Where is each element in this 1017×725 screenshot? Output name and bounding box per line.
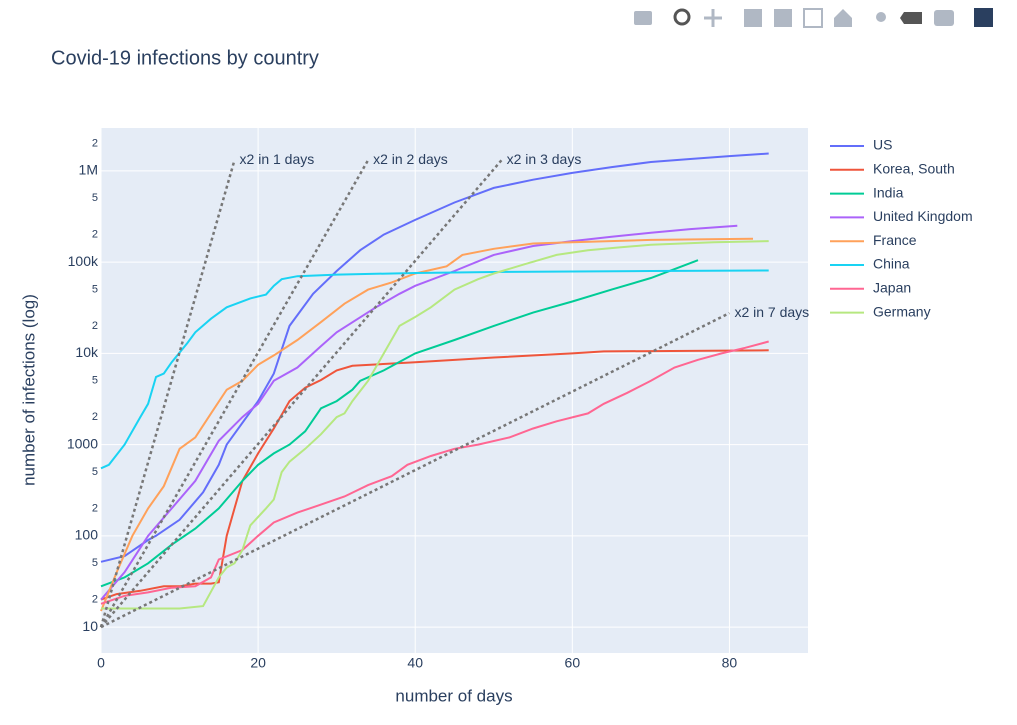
zoom-button[interactable] (673, 8, 691, 26)
y-tick-label: 5 (92, 192, 98, 204)
y-tick-label: 100k (68, 253, 99, 269)
legend-label: Korea, South (873, 161, 955, 177)
y-tick-label: 5 (92, 375, 98, 387)
camera-button[interactable] (634, 11, 652, 25)
y-tick-label: 1M (79, 162, 98, 178)
legend-label: Germany (873, 303, 931, 319)
series-line (100, 269, 769, 470)
grid (100, 128, 808, 653)
y-tick-label: 1000 (67, 435, 98, 451)
series-line (100, 349, 769, 601)
y-tick-label: 5 (92, 283, 98, 295)
spike-button[interactable] (876, 12, 886, 22)
legend-label: US (873, 137, 892, 153)
plot-area (101, 128, 808, 653)
x-axis-title: number of days (395, 686, 512, 705)
y-axis-title: number of infections (log) (19, 294, 38, 486)
chart-title: Covid-19 infections by country (51, 47, 319, 69)
series-line (100, 259, 699, 588)
series-line (99, 159, 236, 628)
series-line (100, 237, 754, 612)
legend-label: Japan (873, 280, 911, 296)
y-tick-label: 5 (92, 466, 98, 478)
autoscale-button[interactable] (803, 8, 823, 28)
y-tick-label: 2 (92, 320, 98, 332)
hover-compare-button[interactable] (934, 10, 954, 26)
legend-label: United Kingdom (873, 208, 973, 224)
x-tick-label: 20 (250, 655, 266, 671)
line-annotation: x2 in 3 days (507, 151, 582, 167)
legend-label: China (873, 256, 910, 272)
line-annotation: x2 in 2 days (373, 151, 448, 167)
y-tick-label: 2 (92, 229, 98, 241)
x-tick-label: 40 (407, 655, 423, 671)
y-tick-label: 10k (75, 344, 99, 360)
series-line (100, 340, 769, 605)
series-line (100, 152, 769, 563)
legend-label: India (873, 184, 904, 200)
x-tick-label: 60 (565, 655, 581, 671)
y-tick-label: 2 (92, 502, 98, 514)
line-annotation: x2 in 1 days (240, 151, 315, 167)
zoom-in-button[interactable] (744, 9, 762, 27)
plotly-logo[interactable] (974, 8, 993, 27)
modebar (634, 8, 993, 28)
x-tick-label: 80 (722, 655, 738, 671)
y-tick-label: 2 (92, 411, 98, 423)
y-tick-label: 10 (82, 618, 98, 634)
series-line (101, 240, 769, 610)
series-line (100, 224, 738, 601)
y-tick-label: 100 (75, 527, 99, 543)
y-tick-label: 2 (92, 594, 98, 606)
line-annotation: x2 in 7 days (734, 304, 809, 320)
legend-label: France (873, 232, 917, 248)
pan-button[interactable] (704, 9, 722, 27)
y-tick-label: 2 (92, 137, 98, 149)
series-line (100, 159, 503, 628)
zoom-out-button[interactable] (774, 9, 792, 27)
reset-button[interactable] (834, 9, 852, 27)
hover-closest-button[interactable] (900, 12, 922, 24)
y-tick-label: 5 (92, 557, 98, 569)
x-tick-label: 0 (97, 655, 105, 671)
